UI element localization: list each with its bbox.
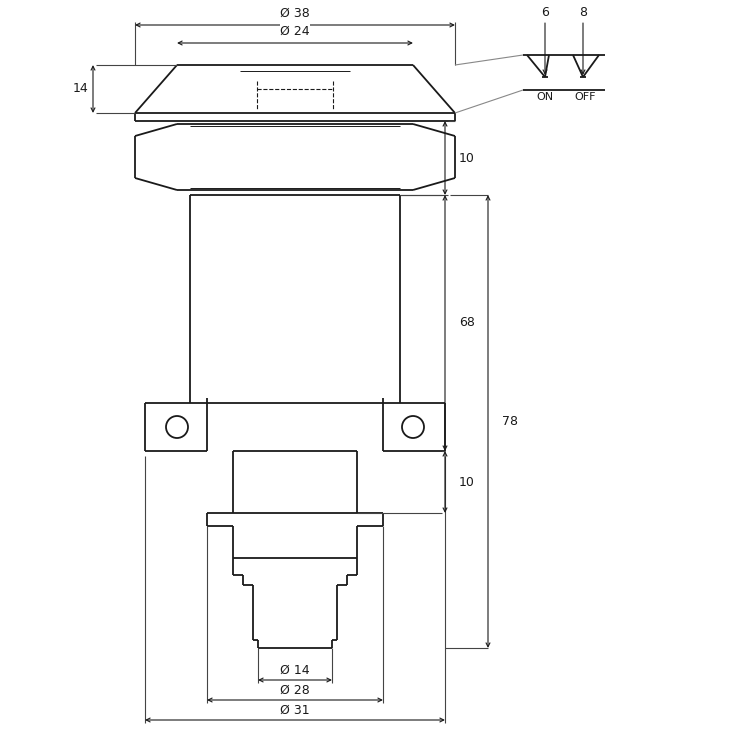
- Text: 8: 8: [579, 7, 587, 20]
- Text: 6: 6: [541, 7, 549, 20]
- Text: Ø 38: Ø 38: [280, 7, 310, 20]
- Text: Ø 28: Ø 28: [280, 683, 310, 696]
- Text: 78: 78: [502, 415, 518, 428]
- Text: ON: ON: [537, 92, 553, 102]
- Text: 14: 14: [73, 83, 89, 95]
- Text: 10: 10: [459, 476, 475, 488]
- Text: Ø 24: Ø 24: [280, 24, 310, 37]
- Text: 68: 68: [459, 317, 475, 330]
- Text: Ø 14: Ø 14: [280, 663, 310, 677]
- Text: OFF: OFF: [574, 92, 596, 102]
- Text: Ø 31: Ø 31: [280, 704, 310, 716]
- Text: 10: 10: [459, 152, 475, 164]
